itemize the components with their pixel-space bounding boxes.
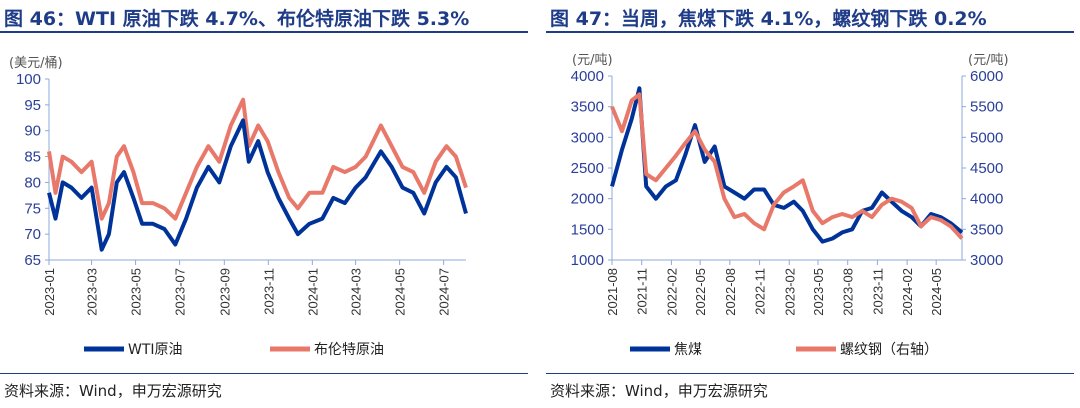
x-tick-label: 2024-05 bbox=[393, 268, 408, 316]
y-tick-label: 95 bbox=[24, 97, 41, 114]
title-rule bbox=[0, 31, 528, 33]
y-tick-label-right: 5500 bbox=[970, 99, 1003, 116]
x-tick-label: 2023-03 bbox=[85, 268, 100, 316]
y-tick-label-right: 3000 bbox=[970, 252, 1003, 269]
y-tick-label: 4000 bbox=[571, 68, 604, 85]
title-rule bbox=[546, 31, 1074, 33]
x-tick-label: 2023-07 bbox=[173, 268, 188, 316]
y-tick-label-right: 3500 bbox=[970, 221, 1003, 238]
y-axis-unit: (美元/桶) bbox=[9, 56, 63, 71]
series-line-0 bbox=[47, 118, 468, 252]
y-tick-label: 65 bbox=[24, 252, 41, 269]
y-tick-label: 80 bbox=[24, 174, 41, 191]
x-tick-label: 2021-08 bbox=[605, 268, 620, 316]
x-tick-label: 2023-01 bbox=[42, 268, 57, 316]
panel-coke-rebar: 图 47：当周，焦煤下跌 4.1%，螺纹钢下跌 0.2% 1000 1500 200… bbox=[546, 0, 1074, 408]
y-tick-label: 1000 bbox=[571, 252, 604, 269]
chart-coke-rebar: 1000150020002500300035004000(元/吨)3000350… bbox=[571, 53, 1009, 358]
x-tick-label: 2024-03 bbox=[349, 268, 364, 316]
y-tick-label: 2000 bbox=[571, 191, 604, 208]
series-line-1 bbox=[47, 97, 468, 221]
x-tick-label: 2023-08 bbox=[841, 268, 856, 316]
x-tick-label: 2023-11 bbox=[870, 268, 885, 315]
legend-label: 焦煤 bbox=[674, 342, 702, 358]
series-line-1 bbox=[610, 92, 964, 240]
source-note: 资料来源：Wind，申万宏源研究 bbox=[4, 382, 222, 400]
x-tick-label: 2024-07 bbox=[437, 268, 452, 316]
legend-label: WTI原油 bbox=[128, 342, 183, 358]
x-tick-label: 2024-02 bbox=[900, 268, 915, 316]
y-axis-unit: (元/吨) bbox=[572, 53, 613, 68]
y-tick-label: 1500 bbox=[571, 221, 604, 238]
y-tick-label-right: 6000 bbox=[970, 68, 1003, 85]
chart-title: 图 47：当周，焦煤下跌 4.1%，螺纹钢下跌 0.2% bbox=[550, 8, 987, 30]
x-tick-label: 2021-11 bbox=[635, 268, 650, 315]
x-tick-label: 2024-05 bbox=[929, 268, 944, 316]
panel-wti-brent: 图 46：WTI 原油下跌 4.7%、布伦特原油下跌 5.3% 65 70 75 80… bbox=[0, 0, 528, 408]
x-tick-label: 2023-05 bbox=[129, 268, 144, 316]
legend-label: 布伦特原油 bbox=[314, 342, 384, 358]
y-tick-label: 100 bbox=[16, 71, 41, 88]
footer-rule bbox=[546, 373, 1074, 374]
y-tick-label: 70 bbox=[24, 226, 41, 243]
x-tick-label: 2022-05 bbox=[693, 268, 708, 316]
series-line-0 bbox=[610, 86, 964, 244]
x-tick-label: 2022-08 bbox=[723, 268, 738, 316]
footer-rule bbox=[0, 373, 528, 374]
chart-wti-brent: 65 70 75 80 85 90 95 100(美元/桶) 2023-01 2023-03 202… bbox=[9, 56, 468, 358]
x-tick-label: 2022-02 bbox=[664, 268, 679, 316]
x-tick-label: 2022-11 bbox=[753, 268, 768, 315]
y-tick-label-right: 4500 bbox=[970, 160, 1003, 177]
y-tick-label-right: 4000 bbox=[970, 191, 1003, 208]
x-tick-label: 2023-09 bbox=[217, 268, 232, 316]
y-tick-label: 2500 bbox=[571, 160, 604, 177]
x-tick-label: 2023-11 bbox=[261, 268, 276, 315]
chart-title: 图 46：WTI 原油下跌 4.7%、布伦特原油下跌 5.3% bbox=[4, 8, 470, 30]
legend-label: 螺纹钢（右轴） bbox=[840, 342, 938, 358]
y-tick-label: 85 bbox=[24, 149, 41, 166]
y-tick-label: 3500 bbox=[571, 99, 604, 116]
source-note: 资料来源：Wind，申万宏源研究 bbox=[550, 382, 768, 400]
y-axis-unit-right: (元/吨) bbox=[968, 53, 1009, 68]
x-tick-label: 2024-01 bbox=[305, 268, 320, 316]
y-tick-label-right: 5000 bbox=[970, 129, 1003, 146]
y-tick-label: 90 bbox=[24, 123, 41, 140]
x-tick-label: 2023-05 bbox=[811, 268, 826, 316]
y-tick-label: 75 bbox=[24, 200, 41, 217]
y-tick-label: 3000 bbox=[571, 129, 604, 146]
x-tick-label: 2023-02 bbox=[782, 268, 797, 316]
